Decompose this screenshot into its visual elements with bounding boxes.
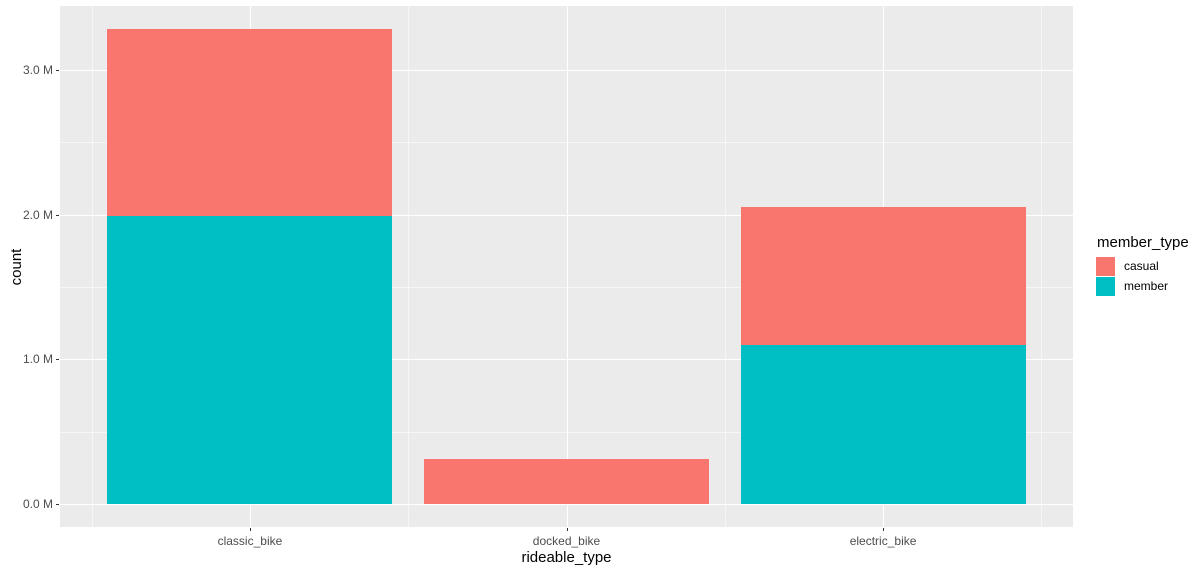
- x-axis-title: rideable_type: [521, 549, 612, 566]
- y-tick-label: 0.0 M: [22, 497, 53, 512]
- x-tick-mark: [883, 528, 885, 531]
- legend-label-casual: casual: [1124, 259, 1159, 273]
- legend-key-casual-swatch: [1096, 257, 1115, 276]
- gridline-minor-x: [408, 6, 410, 527]
- y-tick-mark: [56, 359, 59, 361]
- y-tick-label: 2.0 M: [22, 207, 53, 222]
- legend-items: casual member: [1096, 257, 1189, 296]
- gridline-minor-x: [1041, 6, 1043, 527]
- y-axis-title: count: [8, 248, 25, 285]
- x-tick-label: electric_bike: [849, 534, 917, 548]
- bar-segment-electric_bike-member: [740, 344, 1026, 505]
- legend-label-member: member: [1124, 279, 1169, 293]
- bar-segment-classic_bike-casual: [107, 29, 393, 217]
- x-tick-label: classic_bike: [217, 534, 283, 548]
- legend-item-casual: casual: [1096, 257, 1189, 276]
- y-tick-mark: [56, 504, 59, 506]
- legend-item-member: member: [1096, 277, 1189, 296]
- legend-title: member_type: [1097, 234, 1189, 251]
- x-tick-label: docked_bike: [532, 534, 601, 548]
- legend-key-member-swatch: [1096, 277, 1115, 296]
- y-tick-label: 1.0 M: [22, 352, 53, 367]
- x-tick-mark: [249, 528, 251, 531]
- gridline-minor-x: [724, 6, 726, 527]
- y-tick-mark: [56, 69, 59, 71]
- bar-segment-electric_bike-casual: [740, 207, 1026, 345]
- bar-segment-classic_bike-member: [107, 216, 393, 505]
- y-tick-mark: [56, 214, 59, 216]
- y-tick-label: 3.0 M: [22, 62, 53, 77]
- gridline-minor-x: [91, 6, 93, 527]
- gridline-major-x: [566, 6, 568, 527]
- bar-segment-docked_bike-casual: [424, 459, 709, 505]
- plot-panel: [60, 6, 1073, 527]
- legend: member_type casual member: [1096, 234, 1189, 297]
- x-tick-mark: [566, 528, 568, 531]
